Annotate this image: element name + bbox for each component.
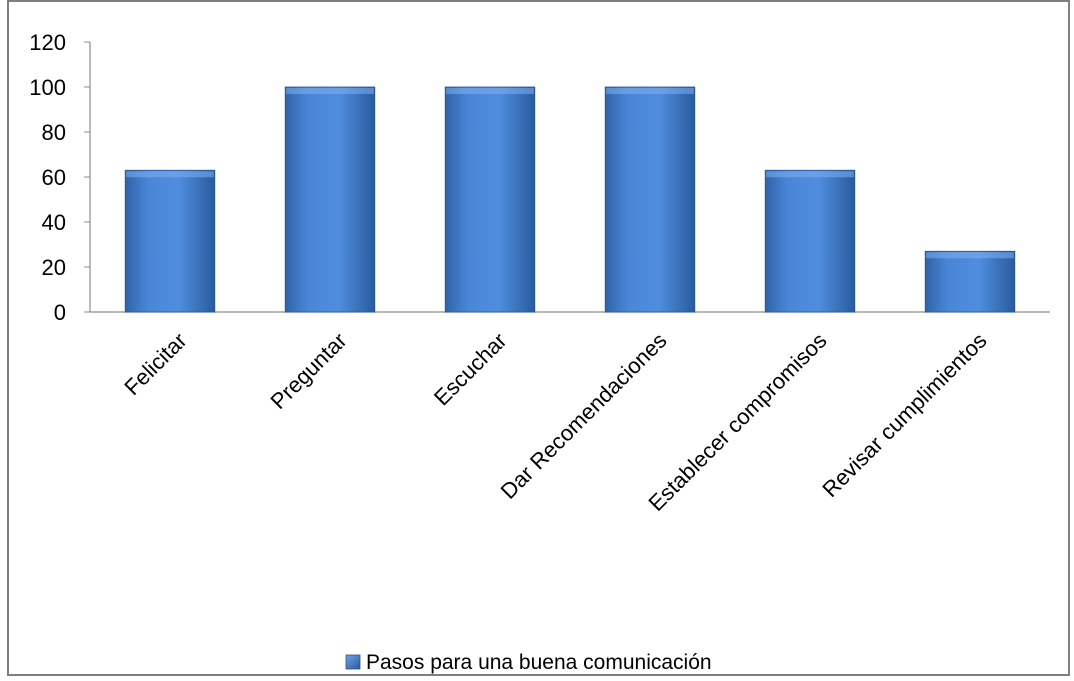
bar-highlight bbox=[286, 88, 374, 94]
legend-label: Pasos para una buena comunicación bbox=[366, 651, 712, 674]
bar-highlight bbox=[126, 171, 214, 178]
legend: Pasos para una buena comunicación bbox=[345, 651, 712, 674]
bar-preguntar bbox=[284, 86, 376, 313]
bar-dar-recomendaciones bbox=[604, 86, 696, 313]
bar-establecer-compromisos bbox=[764, 169, 856, 313]
y-tick-label: 20 bbox=[42, 255, 66, 280]
x-category-label: Revisar cumplimientos bbox=[817, 328, 991, 502]
bars-group bbox=[124, 86, 1016, 313]
y-tick-label: 120 bbox=[29, 30, 66, 55]
bar-felicitar bbox=[124, 169, 216, 313]
y-tick-label: 60 bbox=[42, 165, 66, 190]
chart-frame bbox=[7, 0, 1070, 676]
x-category-label: Dar Recomendaciones bbox=[496, 328, 672, 504]
y-tick-label: 80 bbox=[42, 120, 66, 145]
bar-highlight bbox=[606, 88, 694, 94]
bar-highlight bbox=[766, 171, 854, 178]
bar-highlight bbox=[926, 252, 1014, 259]
bar-revisar-cumplimientos bbox=[924, 250, 1016, 313]
bar-highlight bbox=[446, 88, 534, 94]
x-category-label: Establecer compromisos bbox=[644, 328, 832, 516]
y-tick-label: 40 bbox=[42, 210, 66, 235]
legend-swatch bbox=[345, 654, 361, 670]
x-category-label: Felicitar bbox=[119, 328, 191, 400]
y-tick-labels: 0 20 40 60 80 100 120 bbox=[29, 30, 66, 325]
x-category-label: Escuchar bbox=[429, 328, 512, 411]
y-tick-label: 100 bbox=[29, 75, 66, 100]
axes bbox=[84, 41, 1050, 313]
y-tick-label: 0 bbox=[54, 300, 66, 325]
bar-escuchar bbox=[444, 86, 536, 313]
x-category-label: Preguntar bbox=[266, 328, 352, 414]
